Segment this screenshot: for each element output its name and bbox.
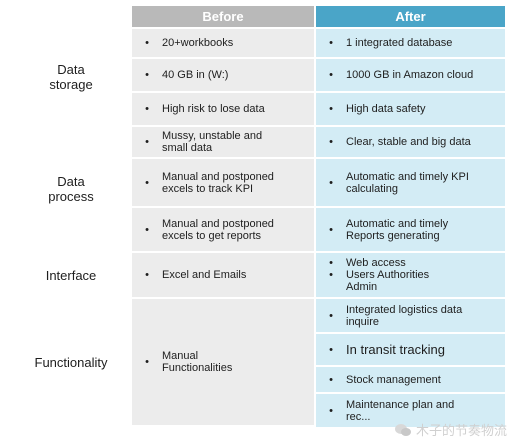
- after-cell: • Automatic and timely Reports generatin…: [316, 208, 505, 253]
- bullet: •: [145, 176, 149, 189]
- before-cell: • Manual Functionalities: [132, 299, 316, 427]
- after-cell: • 1000 GB in Amazon cloud: [316, 59, 505, 93]
- bullet: •: [329, 257, 333, 269]
- bullet: •: [145, 269, 149, 281]
- bullet: •: [329, 37, 333, 49]
- after-cell: • Clear, stable and big data: [316, 127, 505, 159]
- after-text: In transit tracking: [346, 341, 445, 357]
- bullet: •: [145, 136, 149, 148]
- before-text: High risk to lose data: [162, 103, 265, 115]
- before-cell: • Excel and Emails: [132, 253, 316, 299]
- before-cell: • 40 GB in (W:): [132, 59, 316, 93]
- after-text: Users Authorities Admin: [346, 269, 430, 293]
- before-text: Manual and postponed excels to track KPI: [162, 170, 274, 195]
- bullet: •: [145, 356, 149, 368]
- after-text: 1000 GB in Amazon cloud: [346, 69, 474, 81]
- category-interface: Interface: [12, 253, 132, 299]
- watermark: 木子的节奏物流: [394, 420, 507, 439]
- after-cell: • In transit tracking: [316, 334, 505, 367]
- before-cell: • 20+workbooks: [132, 29, 316, 59]
- list-item: • Users Authorities Admin: [316, 269, 505, 293]
- after-text: Integrated logistics data inquire: [346, 303, 463, 328]
- before-cell: • High risk to lose data: [132, 93, 316, 127]
- before-cell: • Manual and postponed excels to track K…: [132, 159, 316, 208]
- before-text: Manual and postponed excels to get repor…: [162, 217, 274, 242]
- after-text: High data safety: [346, 103, 426, 115]
- before-text: Mussy, unstable and small data: [162, 130, 263, 154]
- category-data-process: Data process: [12, 127, 132, 253]
- after-text: 1 integrated database: [346, 37, 453, 49]
- after-cell: • Stock management: [316, 367, 505, 394]
- after-text: Stock management: [346, 373, 441, 386]
- after-cell: • 1 integrated database: [316, 29, 505, 59]
- bullet: •: [145, 103, 149, 115]
- before-text: 20+workbooks: [162, 37, 234, 49]
- comparison-table: Before After Data storage • 20+workbooks…: [12, 6, 505, 440]
- bullet: •: [329, 309, 333, 322]
- before-text: Manual Functionalities: [162, 350, 233, 374]
- after-cell: • High data safety: [316, 93, 505, 127]
- before-cell: • Mussy, unstable and small data: [132, 127, 316, 159]
- after-bullet-list: • Web access • Users Authorities Admin: [316, 257, 505, 293]
- after-text: Automatic and timely Reports generating: [346, 217, 449, 242]
- after-text: Maintenance plan and rec...: [346, 398, 455, 423]
- bullet: •: [329, 269, 333, 281]
- list-item: • Web access: [316, 257, 505, 269]
- bullet: •: [145, 223, 149, 236]
- after-text: Clear, stable and big data: [346, 136, 471, 148]
- after-text: Web access: [346, 257, 406, 269]
- bullet: •: [329, 176, 333, 189]
- header-before: Before: [132, 6, 316, 29]
- bullet: •: [145, 69, 149, 81]
- after-cell: • Automatic and timely KPI calculating: [316, 159, 505, 208]
- after-text: Automatic and timely KPI calculating: [346, 170, 469, 195]
- bullet: •: [329, 69, 333, 81]
- bullet: •: [329, 373, 333, 386]
- bullet: •: [145, 37, 149, 49]
- bullet: •: [329, 343, 333, 356]
- before-cell: • Manual and postponed excels to get rep…: [132, 208, 316, 253]
- after-cell: • Integrated logistics data inquire: [316, 299, 505, 334]
- category-data-storage: Data storage: [12, 29, 132, 127]
- bullet: •: [329, 223, 333, 236]
- before-text: 40 GB in (W:): [162, 69, 229, 81]
- wechat-icon: [394, 423, 411, 436]
- bullet: •: [329, 404, 333, 417]
- bullet: •: [329, 103, 333, 115]
- header-corner: [12, 6, 132, 29]
- bullet: •: [329, 136, 333, 148]
- before-text: Excel and Emails: [162, 269, 247, 281]
- category-functionality: Functionality: [12, 299, 132, 427]
- after-cell: • Maintenance plan and rec...: [316, 394, 505, 427]
- after-cell: • Web access • Users Authorities Admin: [316, 253, 505, 299]
- watermark-text: 木子的节奏物流: [415, 423, 507, 438]
- header-after: After: [316, 6, 505, 29]
